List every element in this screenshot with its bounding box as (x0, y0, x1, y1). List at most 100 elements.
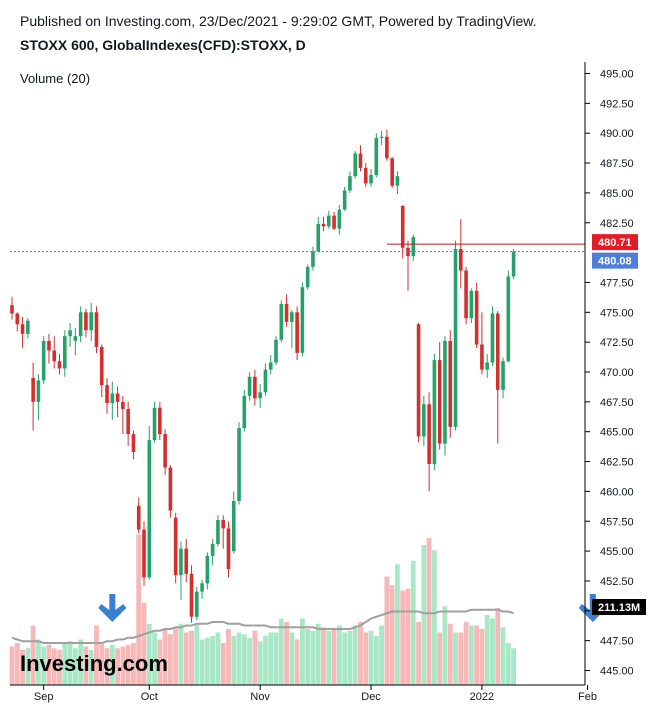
candle (31, 362, 35, 431)
candle-body (511, 251, 516, 277)
last-price-tag-bg (592, 252, 638, 269)
candle (511, 249, 516, 279)
volume-bar (495, 608, 501, 685)
candle (84, 308, 88, 338)
candle-body (459, 249, 463, 271)
y-axis: 495.00 492.50 490.00 487.50 485.00 482.50 477.… (585, 69, 634, 678)
y-tick-label: 487.50 (600, 158, 634, 170)
candle-body (163, 434, 167, 468)
candle-body (337, 209, 342, 229)
candle-body (184, 548, 189, 574)
candle (327, 210, 331, 229)
candle-body (469, 290, 474, 319)
volume-bar (247, 637, 252, 685)
volume-bar (505, 643, 511, 685)
candle-body (501, 361, 505, 390)
volume-bar (215, 632, 221, 685)
high-price-tag-bg (592, 234, 638, 251)
price-tags: 480.71 480.08 211.13M (592, 234, 646, 615)
volume-bar (131, 643, 136, 685)
volume-bar (162, 629, 168, 685)
volume-tag-label: 211.13M (598, 602, 640, 614)
volume-bar (94, 625, 99, 685)
candle (163, 429, 167, 475)
candle (453, 240, 458, 431)
volume-bar (405, 588, 411, 685)
candle (395, 171, 400, 195)
volume-bar (136, 534, 142, 685)
candles (10, 129, 516, 623)
volume-bar (125, 644, 131, 685)
candle (216, 515, 220, 547)
volume-bar (315, 623, 321, 685)
candle-body (179, 548, 183, 575)
y-tick-label: 475.00 (600, 307, 634, 319)
y-tick-label: 457.50 (600, 516, 634, 528)
candle (485, 354, 489, 378)
candle (242, 389, 247, 432)
candle-body (295, 312, 299, 353)
volume-bar (14, 643, 20, 685)
volume-bar (30, 625, 36, 685)
candle-body (158, 407, 162, 435)
candle (253, 369, 257, 406)
candle-body (332, 215, 336, 229)
candle-body (448, 340, 453, 427)
candle-body (73, 336, 78, 341)
volume-bar (453, 632, 458, 685)
candle (210, 539, 215, 566)
candle (342, 186, 347, 211)
volume-bar (236, 632, 242, 685)
candle (247, 372, 252, 401)
candle (459, 219, 463, 289)
candle (469, 288, 474, 324)
volume-bar (115, 648, 120, 685)
volume-tag-bg (592, 599, 646, 615)
last-price-tag-label: 480.08 (598, 256, 632, 268)
candle (78, 306, 83, 343)
volume-bar (141, 602, 147, 685)
candle-body (142, 529, 146, 578)
volume-bar (416, 622, 421, 685)
candle (348, 171, 352, 193)
volume-bar (300, 618, 305, 685)
candle-body (474, 290, 479, 345)
y-tick-label: 477.50 (600, 277, 634, 289)
candle (110, 381, 115, 420)
candle-body (36, 380, 41, 402)
candle-body (57, 361, 62, 369)
volume-bar (342, 632, 348, 685)
y-tick-label: 467.50 (600, 397, 634, 409)
candle-body (358, 153, 363, 168)
candle (126, 401, 130, 447)
candle (147, 425, 152, 580)
candle (374, 133, 379, 178)
candle-body (31, 377, 35, 402)
candle-body (115, 393, 120, 402)
candle (36, 374, 41, 420)
candle-body (226, 528, 231, 570)
candle-body (221, 520, 225, 529)
arrows (98, 594, 607, 622)
candle-body (268, 362, 273, 370)
candle (173, 512, 178, 584)
y-tick-label: 465.00 (600, 427, 634, 439)
volume-bar (352, 625, 358, 685)
candle (480, 312, 484, 375)
volume-bar (189, 630, 194, 685)
candle-body (205, 555, 210, 584)
volume-bar (25, 648, 31, 685)
candle (158, 401, 162, 441)
candle-body (121, 401, 125, 410)
candle-body (390, 158, 394, 186)
candle-body (110, 393, 115, 404)
y-tick-label: 472.50 (600, 337, 634, 349)
high-price-tag: 480.71 (592, 234, 638, 251)
candle-body (480, 344, 484, 370)
candle-body (200, 583, 204, 592)
x-axis: Sep Oct Nov Dec 2022 Feb (34, 685, 597, 703)
volume-bar (41, 646, 47, 685)
volume-bar (305, 629, 311, 685)
candle-body (126, 409, 130, 435)
